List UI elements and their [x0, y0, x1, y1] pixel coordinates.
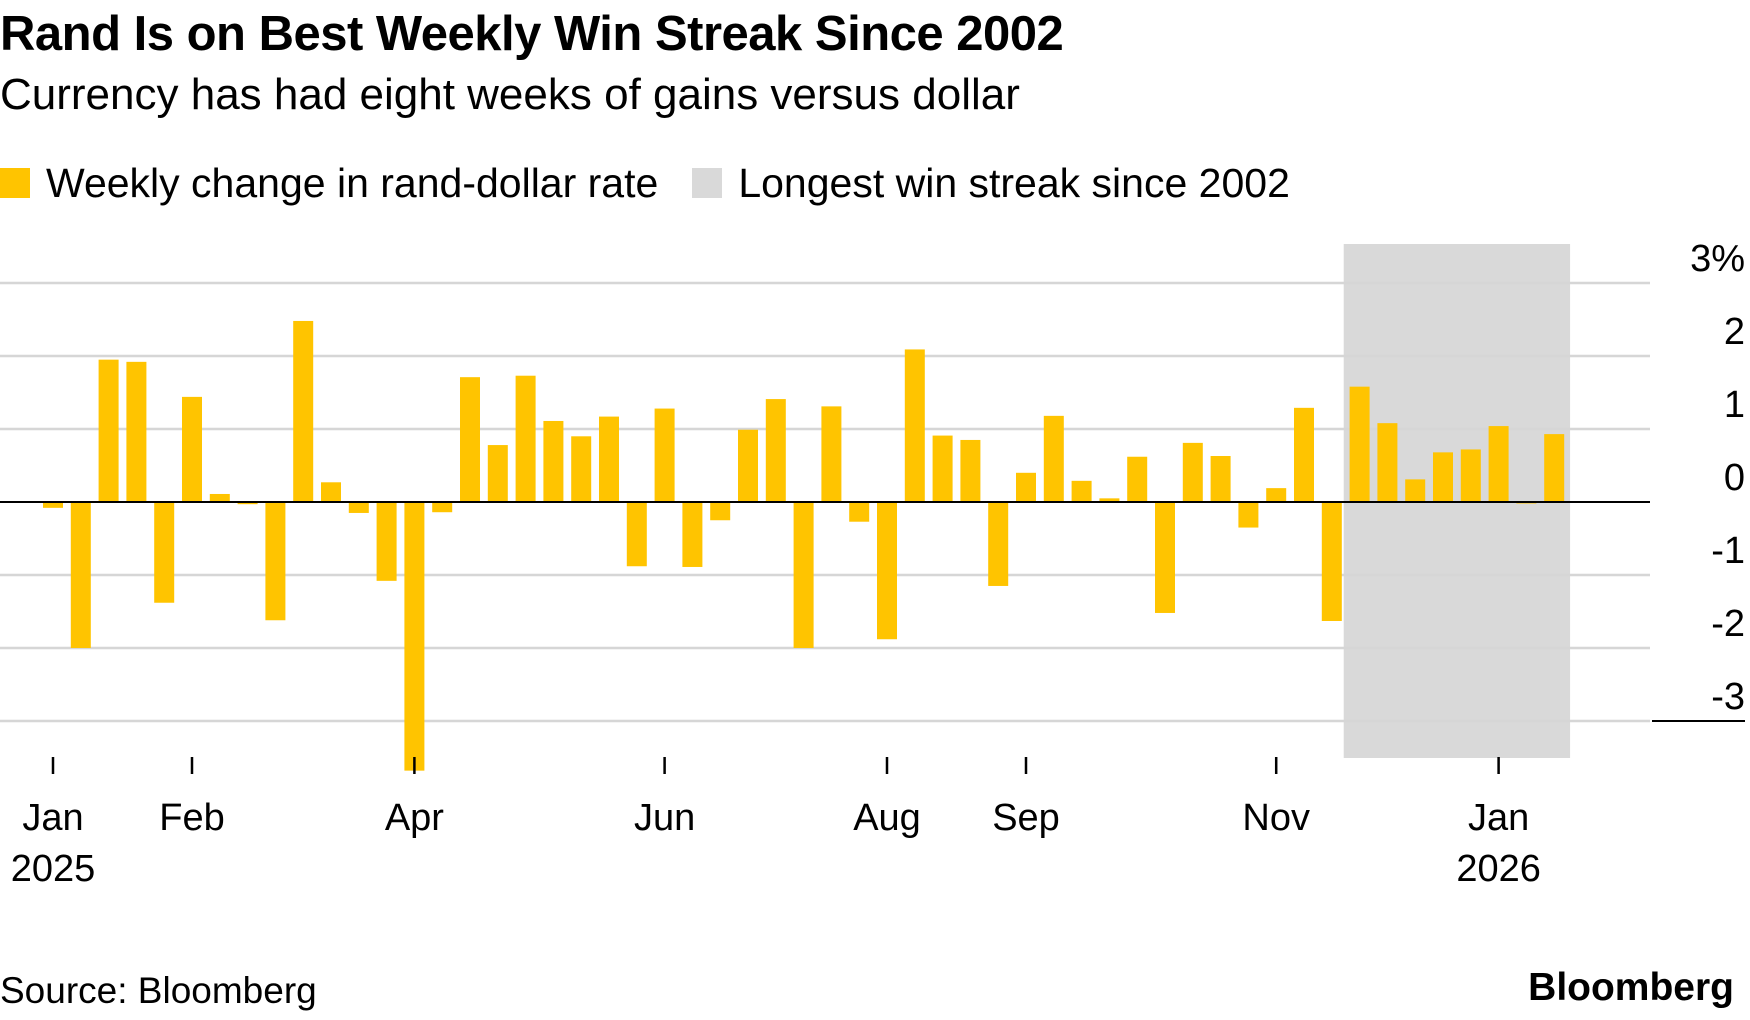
bar	[321, 482, 341, 502]
bar	[265, 502, 286, 621]
bar	[98, 359, 119, 502]
legend-item-win-streak: Longest win streak since 2002	[692, 160, 1290, 207]
x-tick-label: Apr	[385, 797, 444, 839]
bar	[877, 502, 897, 640]
x-tick-label: Aug	[853, 797, 921, 839]
bar	[904, 349, 925, 502]
x-tick-year-label: 2025	[11, 848, 96, 890]
bar	[932, 435, 953, 502]
legend: Weekly change in rand-dollar rate Longes…	[0, 160, 1324, 206]
bar	[182, 396, 202, 502]
y-tick-label: -3	[1711, 676, 1745, 718]
bar	[154, 502, 175, 603]
bar	[1405, 479, 1426, 502]
bar	[599, 416, 619, 502]
bar	[626, 502, 647, 567]
bar	[988, 502, 1009, 586]
bar	[960, 439, 981, 502]
bar	[1182, 442, 1203, 502]
bar	[682, 502, 703, 567]
bar	[793, 502, 814, 648]
bar	[43, 502, 63, 508]
chart-subtitle: Currency has had eight weeks of gains ve…	[0, 70, 1020, 119]
y-tick-label: 2	[1724, 311, 1745, 353]
bar	[293, 320, 314, 502]
bar	[1016, 472, 1036, 502]
bar	[1127, 456, 1148, 502]
bar	[1099, 498, 1120, 502]
x-tick-label: Jan	[22, 797, 83, 839]
x-axis: Jan 2025 Feb Apr Jun Aug Sep Nov Jan 2026	[11, 757, 1541, 890]
x-tick-label: Jan	[1468, 797, 1529, 839]
chart-title: Rand Is on Best Weekly Win Streak Since …	[0, 7, 1064, 61]
legend-item-weekly-change: Weekly change in rand-dollar rate	[0, 160, 658, 207]
legend-label-weekly-change: Weekly change in rand-dollar rate	[46, 159, 659, 206]
bar	[1294, 407, 1314, 502]
bar	[765, 399, 786, 502]
bar	[1321, 502, 1342, 621]
y-tick-label: 3%	[1690, 238, 1745, 280]
bar	[821, 406, 842, 502]
y-axis: 3% 2 1 0 -1 -2 -3	[1652, 238, 1745, 722]
y-tick-label: -1	[1711, 530, 1745, 572]
bar	[209, 493, 230, 502]
y-tick-label: 0	[1724, 457, 1745, 499]
bar	[1266, 488, 1287, 502]
bars	[43, 320, 1565, 771]
x-tick-label: Sep	[992, 797, 1060, 839]
bar	[654, 408, 675, 502]
bar	[1433, 452, 1453, 502]
bar	[404, 502, 425, 771]
bar	[849, 502, 870, 522]
x-tick-label: Nov	[1242, 797, 1310, 839]
bar	[432, 502, 453, 513]
bar	[571, 436, 592, 502]
legend-swatch-weekly-change	[0, 168, 30, 198]
bar	[710, 502, 731, 521]
bar	[515, 375, 536, 502]
source-note: Source: Bloomberg	[0, 970, 317, 1011]
x-tick-label: Feb	[159, 797, 224, 839]
x-tick-label: Jun	[634, 797, 695, 839]
legend-swatch-win-streak	[692, 168, 723, 198]
bar	[1238, 502, 1259, 528]
bar	[237, 502, 258, 505]
bar	[1488, 426, 1509, 502]
bar	[348, 502, 369, 513]
bar	[1349, 386, 1370, 502]
x-tick-year-label: 2026	[1456, 848, 1541, 890]
brand-logo: Bloomberg	[1528, 966, 1734, 1009]
bar	[376, 502, 397, 581]
bar	[126, 361, 147, 502]
bar	[1377, 423, 1398, 502]
y-tick-label: -2	[1711, 603, 1745, 645]
bar	[487, 445, 508, 502]
legend-label-win-streak: Longest win streak since 2002	[738, 159, 1290, 206]
bar	[1071, 480, 1092, 502]
bar	[70, 502, 91, 648]
bar	[1043, 415, 1064, 502]
y-tick-label: 1	[1724, 384, 1745, 426]
bar	[1155, 502, 1175, 613]
bar	[1210, 456, 1231, 502]
bar	[1460, 449, 1481, 502]
bar	[738, 429, 758, 502]
bar	[543, 420, 564, 502]
bar	[1544, 434, 1565, 502]
bar	[460, 377, 480, 502]
